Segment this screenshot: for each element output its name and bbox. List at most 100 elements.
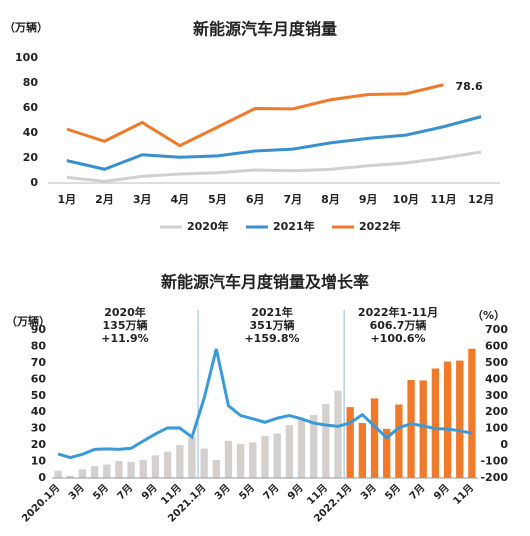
- x-tick-label: 7月: [261, 482, 281, 502]
- x-tick-label: 1月: [58, 193, 77, 206]
- bar: [200, 448, 208, 478]
- y2-tick-label: 200: [485, 405, 508, 418]
- x-tick-label: 2月: [95, 193, 114, 206]
- legend-label: 2020年: [187, 219, 229, 233]
- y-tick-label: 60: [23, 101, 39, 114]
- bar: [407, 379, 415, 478]
- y-tick-label: 0: [30, 176, 38, 189]
- x-tick-label: 5月: [237, 482, 257, 502]
- x-tick-label: 5月: [208, 193, 227, 206]
- y2-tick-label: 400: [485, 372, 508, 385]
- bar: [188, 437, 196, 478]
- y2-tick-label: -200: [480, 471, 508, 484]
- unit-label: （万辆）: [4, 20, 48, 34]
- bar: [322, 404, 330, 478]
- bar: [103, 464, 111, 478]
- bar: [212, 459, 220, 478]
- x-tick-label: 9月: [431, 482, 451, 502]
- bar: [261, 435, 269, 478]
- bar: [443, 361, 452, 478]
- y-tick-label: 40: [31, 405, 47, 418]
- y-tick-label: 40: [23, 126, 39, 139]
- bar: [346, 407, 354, 478]
- bar: [297, 419, 306, 478]
- bar: [395, 404, 403, 478]
- x-tick-label: 3月: [66, 482, 86, 502]
- x-tick-label: 4月: [171, 193, 190, 206]
- annotation: +11.9%: [101, 332, 148, 345]
- annotation: +159.8%: [244, 332, 299, 345]
- growth-line: [57, 348, 473, 460]
- bar: [273, 433, 281, 478]
- bar: [370, 398, 379, 478]
- annotation: 135万辆: [103, 318, 148, 332]
- data-label: 78.6: [456, 80, 483, 93]
- bar: [163, 451, 172, 478]
- y2-tick-label: 100: [485, 422, 508, 435]
- y2-tick-label: -100: [480, 455, 508, 468]
- x-tick-label: 3月: [212, 482, 232, 502]
- y2-tick-label: 500: [485, 356, 508, 369]
- bar: [419, 380, 427, 478]
- y-tick-label: 20: [23, 151, 39, 164]
- x-tick-label: 7月: [284, 193, 303, 206]
- y-tick-label: 80: [31, 339, 47, 352]
- bar: [358, 423, 367, 478]
- y-tick-label: 0: [38, 471, 46, 484]
- y-tick-label: 70: [31, 356, 47, 369]
- annotation: 351万辆: [250, 318, 295, 332]
- x-tick-label: 7月: [115, 482, 135, 502]
- x-tick-label: 8月: [321, 193, 340, 206]
- x-tick-label: 11月: [430, 193, 456, 206]
- y2-tick-label: 700: [485, 323, 508, 336]
- y-tick-label: 100: [15, 51, 38, 64]
- unit-label: （%）: [472, 309, 505, 322]
- bar: [383, 428, 391, 478]
- annotation: 606.7万辆: [370, 318, 427, 332]
- x-tick-label: 6月: [246, 193, 265, 206]
- x-tick-label: 7月: [407, 482, 427, 502]
- bar: [127, 461, 135, 478]
- bar: [224, 440, 233, 478]
- bar: [66, 475, 74, 478]
- y-tick-label: 20: [31, 438, 47, 451]
- chart-title: 新能源汽车月度销量及增长率: [161, 273, 369, 292]
- x-tick-label: 5月: [383, 482, 403, 502]
- bar: [310, 415, 318, 478]
- bar: [456, 360, 464, 478]
- bar: [151, 455, 160, 478]
- y-tick-label: 80: [23, 76, 39, 89]
- bar: [78, 469, 87, 478]
- y-tick-label: 10: [31, 455, 47, 468]
- bar: [139, 460, 147, 478]
- chart-title: 新能源汽车月度销量: [193, 20, 337, 39]
- bar: [176, 445, 184, 478]
- x-tick-label: 5月: [91, 482, 111, 502]
- x-tick-label: 11月: [451, 482, 476, 507]
- x-tick-label: 10月: [393, 193, 419, 206]
- y-tick-label: 30: [31, 422, 47, 435]
- series-line: [66, 83, 444, 148]
- bar: [237, 444, 245, 478]
- bar: [249, 442, 257, 478]
- y2-tick-label: 0: [500, 438, 508, 451]
- legend-label: 2021年: [273, 219, 315, 233]
- y-tick-label: 60: [31, 372, 47, 385]
- x-tick-label: 3月: [358, 482, 378, 502]
- x-tick-label: 12月: [468, 193, 494, 206]
- annotation: 2022年1-11月: [358, 305, 438, 319]
- y-tick-label: 90: [31, 323, 47, 336]
- x-tick-label: 9月: [139, 482, 159, 502]
- series-line: [66, 150, 482, 183]
- bar: [90, 466, 99, 478]
- unit-label: （万辆）: [6, 314, 50, 328]
- y2-tick-label: 600: [485, 339, 508, 352]
- bar: [468, 348, 476, 478]
- bar: [285, 425, 293, 478]
- bar: [431, 368, 440, 478]
- x-tick-label: 9月: [285, 482, 305, 502]
- legend-label: 2022年: [359, 219, 401, 233]
- y-tick-label: 50: [31, 389, 47, 402]
- annotation: +100.6%: [370, 332, 425, 345]
